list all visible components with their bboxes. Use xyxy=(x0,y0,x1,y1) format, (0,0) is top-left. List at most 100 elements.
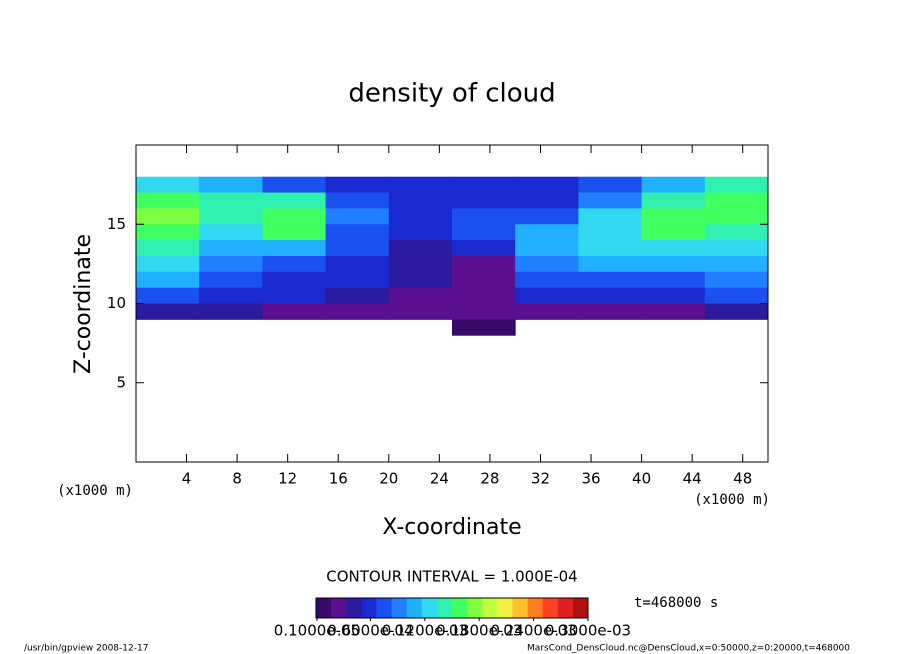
heat-cell xyxy=(578,224,643,241)
y-axis-label: Z-coordinate xyxy=(71,234,96,374)
x-tick-label: 20 xyxy=(379,470,398,488)
colorbar-swatch xyxy=(557,598,574,618)
x-tick-label: 32 xyxy=(531,470,550,488)
x-tick-label: 28 xyxy=(480,470,499,488)
heat-cell xyxy=(388,287,453,304)
colorbar-tick-label: 0.2400e-03 xyxy=(490,622,576,640)
heat-cell xyxy=(515,255,579,273)
colorbar-swatch xyxy=(497,598,513,618)
heat-cell xyxy=(136,192,200,209)
heat-cell xyxy=(578,303,643,320)
contour-interval: CONTOUR INTERVAL = 1.000E-04 xyxy=(326,568,577,586)
heat-cell xyxy=(515,240,579,257)
colorbar-swatch xyxy=(346,598,362,618)
x-tick-label: 24 xyxy=(430,470,449,488)
footer-left: /usr/bin/gpview 2008-12-17 xyxy=(24,644,148,654)
heat-cell xyxy=(452,208,516,225)
heat-cell xyxy=(325,287,390,304)
heat-cell xyxy=(704,271,769,289)
heat-cell xyxy=(641,255,706,273)
heat-cell xyxy=(325,271,390,289)
colorbar-swatch xyxy=(406,598,423,618)
colorbar-tick-label: 0.6000e-04 xyxy=(327,622,413,640)
heat-cell xyxy=(262,192,327,209)
colorbar-swatch xyxy=(482,598,498,618)
heat-cell xyxy=(325,255,390,273)
heat-cell xyxy=(388,240,453,257)
colorbar-tick-label: 0.1200e-03 xyxy=(382,622,468,640)
heat-cell xyxy=(388,192,453,209)
heat-cell xyxy=(325,224,390,241)
heat-cell xyxy=(452,240,516,257)
heat-cell xyxy=(262,271,327,289)
heat-cell xyxy=(452,192,516,209)
colorbar-swatch xyxy=(331,598,347,618)
heat-cell xyxy=(325,208,390,225)
heat-cell xyxy=(578,255,643,273)
heat-cell xyxy=(262,287,327,304)
heat-cell xyxy=(578,176,643,194)
heat-cell xyxy=(262,255,327,273)
heat-cell xyxy=(641,303,706,320)
colorbar-tick-label: 0.1000e-05 xyxy=(274,622,360,640)
heat-cell xyxy=(262,176,327,194)
heat-cell xyxy=(641,208,706,225)
colorbar-tick-label: 0.1800e-03 xyxy=(436,622,522,640)
heat-cell xyxy=(452,176,516,194)
heat-cell xyxy=(388,224,453,241)
heat-cell xyxy=(199,287,263,304)
heat-cell xyxy=(136,255,200,273)
heat-cell xyxy=(136,303,200,320)
x-axis-label: X-coordinate xyxy=(382,515,521,540)
heat-cell xyxy=(704,303,769,320)
heat-cell xyxy=(388,255,453,273)
colorbar-swatch xyxy=(361,598,377,618)
y-tick-label: 10 xyxy=(107,294,126,312)
heat-cell xyxy=(704,208,769,225)
colorbar-frame xyxy=(315,597,589,619)
heat-cell xyxy=(578,192,643,209)
heat-cell xyxy=(199,303,263,320)
heat-cell xyxy=(641,287,706,304)
heat-cell xyxy=(452,224,516,241)
heat-cell xyxy=(388,303,453,320)
heat-cell xyxy=(199,208,263,225)
heat-cell xyxy=(136,224,200,241)
x-tick-label: 36 xyxy=(581,470,600,488)
heat-cell xyxy=(641,224,706,241)
y-tick-label: 5 xyxy=(116,373,126,391)
heat-cell xyxy=(262,224,327,241)
heat-cell xyxy=(199,255,263,273)
x-tick-label: 8 xyxy=(232,470,242,488)
heat-cell xyxy=(641,271,706,289)
colorbar-swatch xyxy=(542,598,559,618)
y-unit: (x1000 m) xyxy=(57,483,133,499)
heat-cell xyxy=(704,224,769,241)
footer-right: MarsCond_DensCloud.nc@DensCloud,x=0:5000… xyxy=(527,644,850,654)
heat-cell xyxy=(515,303,579,320)
colorbar-swatch xyxy=(527,598,544,618)
heat-cell xyxy=(199,271,263,289)
heat-cell xyxy=(136,176,200,194)
heat-cell xyxy=(452,271,516,289)
colorbar-swatch xyxy=(421,598,438,618)
heat-cell xyxy=(452,319,516,336)
heat-cell xyxy=(515,287,579,304)
colorbar-swatch xyxy=(572,598,589,618)
heat-cell xyxy=(388,208,453,225)
heat-cell xyxy=(578,208,643,225)
colorbar-swatch xyxy=(436,598,453,618)
heat-cell xyxy=(704,255,769,273)
heat-cell xyxy=(136,240,200,257)
heat-cell xyxy=(136,208,200,225)
colorbar-swatch xyxy=(467,598,483,618)
colorbar-swatch xyxy=(376,598,393,618)
heat-cell xyxy=(199,176,263,194)
heat-cell xyxy=(452,287,516,304)
heat-cell xyxy=(325,240,390,257)
x-unit: (x1000 m) xyxy=(694,492,770,508)
time-label: t=468000 s xyxy=(634,595,718,611)
heat-cell xyxy=(136,287,200,304)
y-tick-label: 15 xyxy=(107,215,126,233)
heat-cell xyxy=(199,240,263,257)
